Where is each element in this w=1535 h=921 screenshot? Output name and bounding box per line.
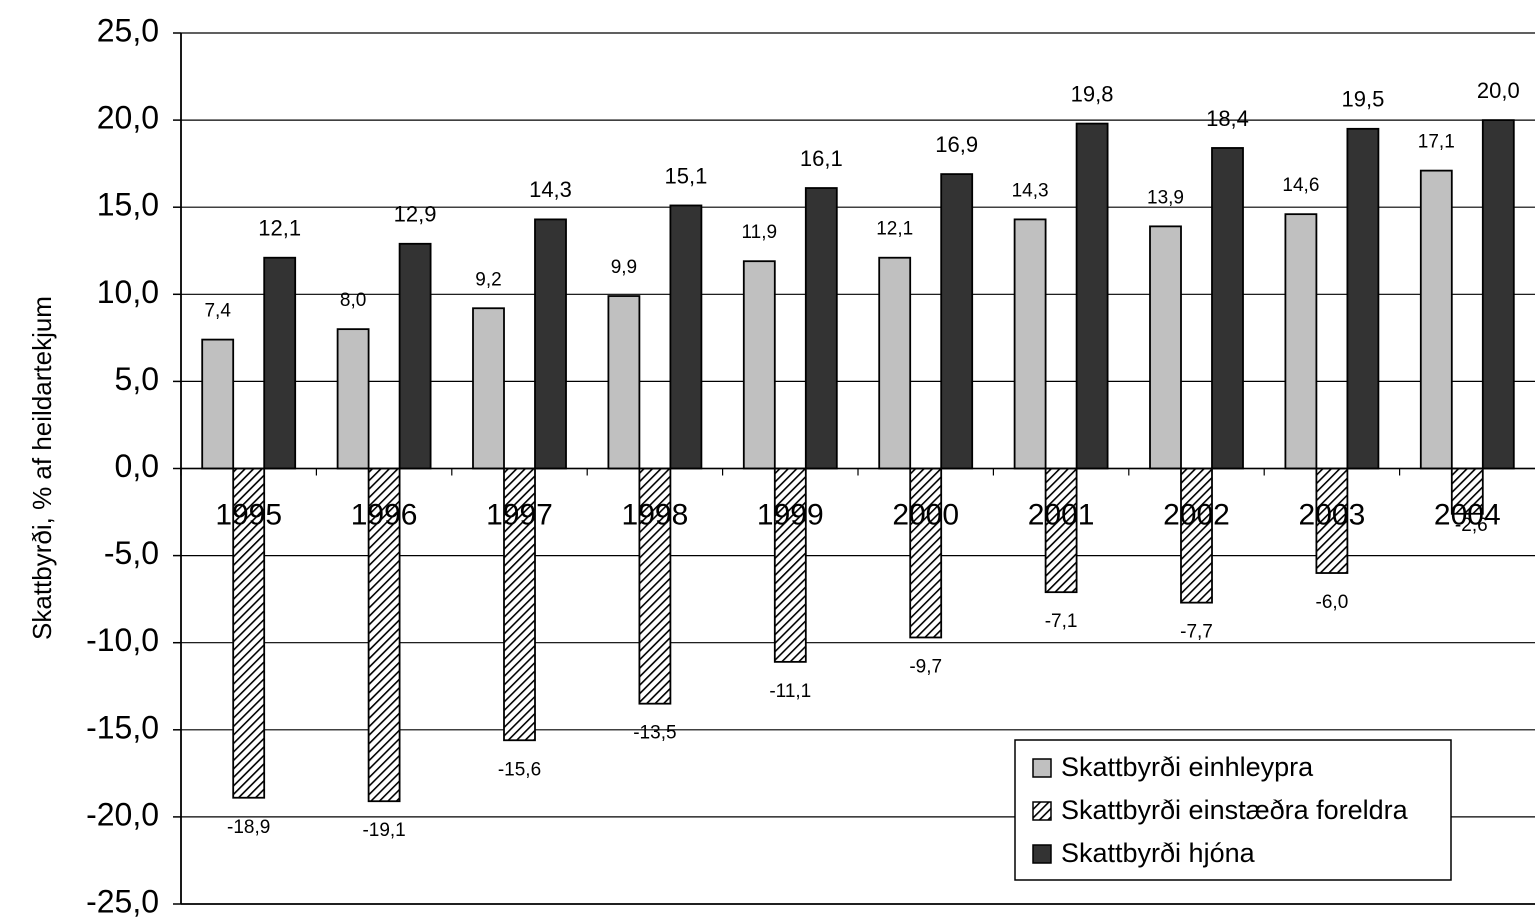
bar-einhleypra <box>878 256 912 470</box>
data-label: 18,4 <box>1206 106 1249 131</box>
data-label: 11,9 <box>742 222 778 243</box>
legend-box <box>1014 739 1452 881</box>
data-label: 9,9 <box>611 257 637 278</box>
data-label: -18,9 <box>227 817 270 838</box>
legend-swatch <box>1032 844 1052 864</box>
bar-einhleypra <box>1284 213 1318 470</box>
data-label: 8,0 <box>340 290 366 311</box>
x-tick-label: 2000 <box>892 498 959 531</box>
data-label: 7,4 <box>204 301 231 322</box>
x-tick-label: 2003 <box>1299 498 1366 531</box>
y-tick-label: 25,0 <box>97 12 159 48</box>
data-label: 14,6 <box>1282 175 1319 196</box>
data-label: -11,1 <box>769 681 811 702</box>
bar-hjona <box>804 187 838 470</box>
data-label: 15,1 <box>664 163 707 188</box>
bar-einhleypra <box>1419 169 1453 470</box>
legend-label: Skattbyrði einhleypra <box>1061 752 1314 782</box>
bar-hjona <box>1481 119 1515 470</box>
bar-hjona <box>1346 127 1380 470</box>
y-tick-label: 10,0 <box>97 274 159 310</box>
data-label: 12,1 <box>258 216 301 241</box>
bar-einhleypra <box>1149 225 1182 470</box>
bar-einstaedra <box>1450 467 1484 515</box>
x-tick-label: 1998 <box>622 498 689 531</box>
data-label: -15,6 <box>498 759 541 780</box>
data-label: 14,3 <box>529 177 572 202</box>
data-label: -7,1 <box>1045 611 1078 632</box>
legend-label: Skattbyrði einstæðra foreldra <box>1061 795 1409 825</box>
bar-hjona <box>1075 122 1109 470</box>
x-tick-label: 1995 <box>215 498 282 531</box>
y-tick-label: 5,0 <box>115 361 159 397</box>
y-tick-label: -15,0 <box>86 709 159 745</box>
y-tick-label: -10,0 <box>86 622 159 658</box>
bar-einhleypra <box>336 328 370 470</box>
x-tick-label: 1996 <box>351 498 418 531</box>
bar-einstaedra <box>909 467 943 639</box>
legend-swatch <box>1032 801 1052 821</box>
bar-einstaedra <box>638 467 672 705</box>
data-label: 12,9 <box>394 202 437 227</box>
y-tick-label: 15,0 <box>97 187 159 223</box>
bar-hjona <box>1211 147 1244 470</box>
bar-einhleypra <box>1013 218 1047 470</box>
data-label: 20,0 <box>1477 78 1520 103</box>
data-label: 12,1 <box>876 219 913 240</box>
data-label: 19,8 <box>1071 81 1114 106</box>
data-label: -6,0 <box>1316 592 1349 613</box>
data-labels: 7,4 -18,9 12,1 8,0 -19,1 12,9 9,2 -15,6 14,3 9,9 -… <box>204 78 1519 841</box>
legend-swatch <box>1032 758 1052 778</box>
data-label: 9,2 <box>475 269 501 290</box>
bar-einstaedra <box>367 467 401 803</box>
bar-einhleypra <box>472 307 505 470</box>
bar-hjona <box>398 242 432 470</box>
bar-einhleypra <box>742 260 776 470</box>
bar-hjona <box>263 256 297 470</box>
y-tick-label: -25,0 <box>86 883 159 919</box>
x-tick-label: 1997 <box>486 498 553 531</box>
x-tick-label: 2004 <box>1434 498 1501 531</box>
data-label: -2,6 <box>1455 515 1488 536</box>
bar-einstaedra <box>1315 467 1349 574</box>
bar-hjona <box>669 204 703 470</box>
axes: 25,0 20,0 15,0 10,0 5,0 0,0 -5,0 -10,0 -15,0 -20,… <box>86 12 1535 919</box>
data-label: 17,1 <box>1418 132 1455 153</box>
data-label: 16,9 <box>935 132 978 157</box>
y-tick-label: 0,0 <box>115 448 159 484</box>
legend: Skattbyrði einhleypra Skattbyrði einstæðr… <box>1014 739 1452 881</box>
y-tick-label: 20,0 <box>97 100 159 136</box>
data-label: -13,5 <box>633 723 676 744</box>
y-tick-label: -20,0 <box>86 796 159 832</box>
bar-hjona <box>534 218 567 470</box>
data-label: -9,7 <box>909 656 942 677</box>
data-label: 14,3 <box>1012 180 1049 201</box>
y-tick-label: -5,0 <box>104 535 159 571</box>
data-label: 16,1 <box>800 146 843 171</box>
data-label: -19,1 <box>362 820 405 841</box>
x-tick-label: 1999 <box>757 498 824 531</box>
x-tick-label: 2002 <box>1163 498 1230 531</box>
y-axis-label: Skattbyrði, % af heildartekjum <box>27 296 57 640</box>
bar-einstaedra <box>503 467 536 742</box>
data-label: 19,5 <box>1341 87 1384 112</box>
bar-einhleypra <box>607 295 641 470</box>
bar-hjona <box>940 173 974 470</box>
bar-einhleypra <box>201 338 235 470</box>
legend-label: Skattbyrði hjóna <box>1061 838 1256 868</box>
data-label: -7,7 <box>1180 622 1213 643</box>
data-label: 13,9 <box>1147 187 1184 208</box>
bar-einstaedra <box>1180 467 1213 604</box>
x-tick-label: 2001 <box>1028 498 1095 531</box>
